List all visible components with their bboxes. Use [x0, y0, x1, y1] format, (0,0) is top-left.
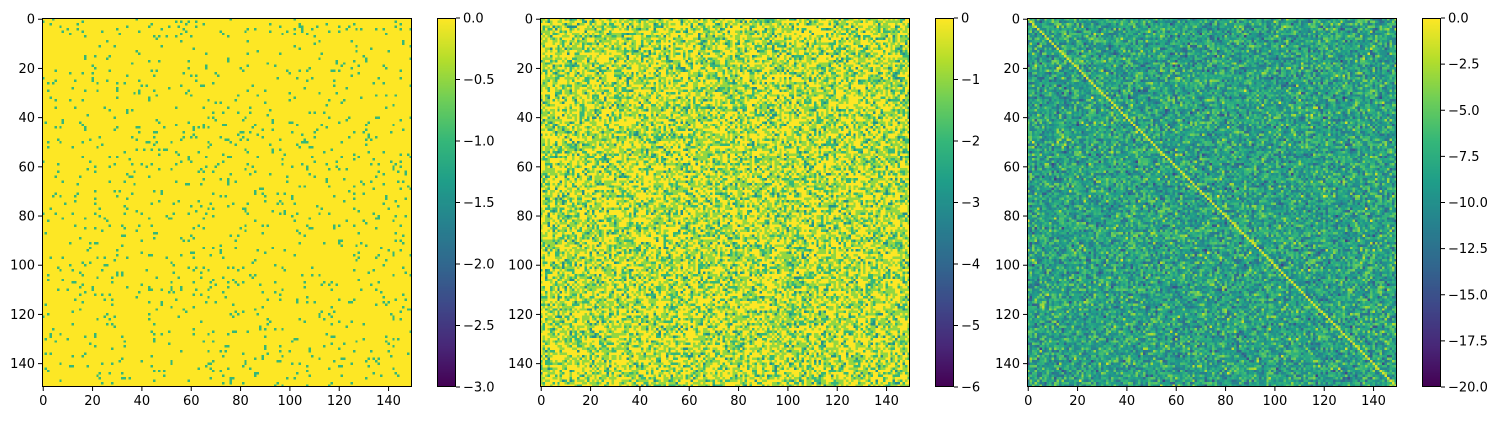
- y-tick-label: 80: [1003, 210, 1020, 225]
- y-tick-label: 0: [525, 13, 533, 28]
- colorbar-tick-label: 0.0: [463, 12, 484, 27]
- y-tick-label: 100: [10, 259, 35, 274]
- x-tick-label: 0: [1024, 394, 1032, 409]
- x-tick-label: 20: [582, 394, 599, 409]
- heatmap-panel-1: 0 20 40 60 80 100 120 140 0 20 40 60 80 100 120 140 0.0 −…: [10, 12, 494, 410]
- colorbar-tick-label: −1: [961, 73, 980, 88]
- x-tick-label: 140: [1361, 394, 1386, 409]
- y-tick-label: 80: [516, 210, 533, 225]
- x-tick-label: 100: [277, 394, 302, 409]
- x-tick-label: 60: [681, 394, 698, 409]
- y-tick-label: 20: [18, 62, 35, 77]
- colorbar-gradient: [935, 18, 954, 387]
- x-tick-label: 60: [183, 394, 200, 409]
- colorbar-tick-label: −10.0: [1448, 196, 1488, 211]
- x-tick-label: 80: [730, 394, 747, 409]
- heatmap-frame: [1027, 18, 1397, 387]
- colorbar-tick-label: −2: [961, 135, 980, 150]
- colorbar-frame: [1422, 18, 1441, 387]
- heatmap-panel-3: 0 20 40 60 80 100 120 140 0 20 40 60 80 100 120 140 0.0 −…: [995, 12, 1488, 410]
- x-tick-label: 80: [232, 394, 249, 409]
- colorbar-tick-label: −2.0: [463, 258, 495, 273]
- x-tick-label: 40: [1119, 394, 1136, 409]
- y-tick-label: 140: [10, 357, 35, 372]
- y-tick-label: 20: [1003, 62, 1020, 77]
- colorbar-tick-label: −2.5: [463, 319, 495, 334]
- y-tick-label: 40: [18, 111, 35, 126]
- colorbar-gradient: [437, 18, 456, 387]
- x-tick-label: 100: [1262, 394, 1287, 409]
- y-tick-label: 120: [995, 308, 1020, 323]
- colorbar-tick-label: 0.0: [1448, 12, 1469, 27]
- y-tick-label: 40: [1003, 111, 1020, 126]
- colorbar-tick-label: −2.5: [1448, 58, 1480, 73]
- y-tick-label: 40: [516, 111, 533, 126]
- colorbar-frame: [437, 18, 456, 387]
- x-tick-label: 140: [874, 394, 899, 409]
- heatmap-image: [42, 18, 412, 387]
- x-tick-label: 20: [84, 394, 101, 409]
- colorbar-tick-label: 0: [961, 12, 969, 27]
- x-tick-label: 140: [376, 394, 401, 409]
- x-tick-label: 60: [1168, 394, 1185, 409]
- y-tick-label: 140: [995, 357, 1020, 372]
- colorbar-tick-label: −17.5: [1448, 334, 1488, 349]
- y-tick-label: 100: [995, 259, 1020, 274]
- colorbar-gradient: [1422, 18, 1441, 387]
- x-tick-label: 40: [134, 394, 151, 409]
- y-tick-label: 60: [1003, 160, 1020, 175]
- colorbar-tick-label: −4: [961, 258, 980, 273]
- y-tick-label: 100: [508, 259, 533, 274]
- colorbar-tick-label: −6: [961, 381, 980, 396]
- heatmap-frame: [42, 18, 412, 387]
- colorbar-tick-label: −5: [961, 319, 980, 334]
- colorbar-tick-label: −5.0: [1448, 104, 1480, 119]
- x-tick-label: 120: [1312, 394, 1337, 409]
- y-tick-label: 20: [516, 62, 533, 77]
- colorbar-tick-label: −1.5: [463, 196, 495, 211]
- colorbar-tick-label: −1.0: [463, 135, 495, 150]
- x-tick-label: 0: [39, 394, 47, 409]
- y-tick-label: 120: [508, 308, 533, 323]
- heatmap-image: [1027, 18, 1397, 387]
- y-tick-label: 140: [508, 357, 533, 372]
- x-tick-label: 80: [1217, 394, 1234, 409]
- y-tick-label: 60: [516, 160, 533, 175]
- y-tick-label: 120: [10, 308, 35, 323]
- y-tick-label: 0: [27, 13, 35, 28]
- heatmap-image: [540, 18, 910, 387]
- colorbar-tick-label: −3.0: [463, 381, 495, 396]
- colorbar-frame: [935, 18, 954, 387]
- heatmap-panel-2: 0 20 40 60 80 100 120 140 0 20 40 60 80 100 120 140 0 −1 −…: [508, 12, 980, 410]
- colorbar-tick-label: −7.5: [1448, 150, 1480, 165]
- x-tick-label: 100: [775, 394, 800, 409]
- colorbar-tick-label: −20.0: [1448, 381, 1488, 396]
- x-tick-label: 40: [632, 394, 649, 409]
- colorbar-tick-label: −15.0: [1448, 288, 1488, 303]
- colorbar-tick-label: −0.5: [463, 73, 495, 88]
- colorbar-tick-label: −3: [961, 196, 980, 211]
- x-tick-label: 120: [825, 394, 850, 409]
- x-tick-label: 0: [537, 394, 545, 409]
- heatmap-frame: [540, 18, 910, 387]
- y-tick-label: 60: [18, 160, 35, 175]
- x-tick-label: 20: [1069, 394, 1086, 409]
- y-tick-label: 80: [18, 210, 35, 225]
- colorbar-tick-label: −12.5: [1448, 242, 1488, 257]
- x-tick-label: 120: [327, 394, 352, 409]
- y-tick-label: 0: [1012, 13, 1020, 28]
